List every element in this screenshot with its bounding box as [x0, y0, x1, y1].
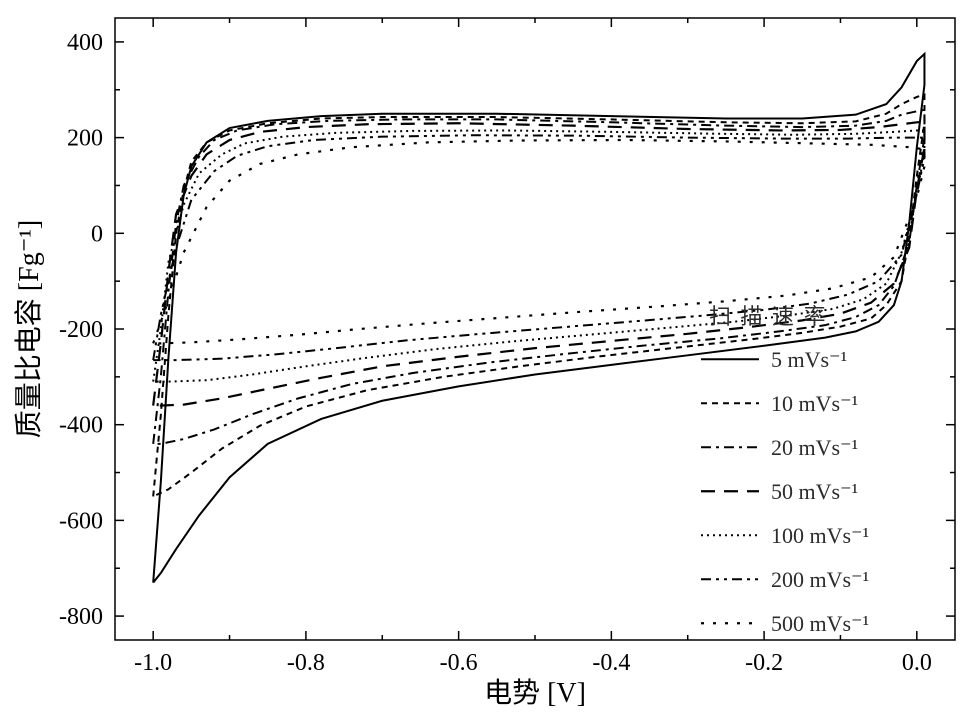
y-tick-label: -200	[59, 317, 103, 343]
legend-item-label: 20 mVs⁻¹	[771, 435, 858, 460]
y-tick-label: 200	[67, 126, 103, 152]
y-tick-label: -600	[59, 508, 103, 534]
legend-item-label: 500 mVs⁻¹	[771, 611, 869, 636]
legend-item-label: 100 mVs⁻¹	[771, 523, 869, 548]
chart-svg: -1.0 -0.8 -0.6 -0.4 -0.2 0.0 -800 -600 -400 -200 0…	[0, 0, 975, 718]
y-tick-label: 400	[67, 30, 103, 56]
y-tick-label: 0	[91, 221, 103, 247]
legend-item-label: 50 mVs⁻¹	[771, 479, 858, 504]
y-tick-label: -800	[59, 604, 103, 630]
cv-chart: -1.0 -0.8 -0.6 -0.4 -0.2 0.0 -800 -600 -400 -200 0…	[0, 0, 975, 718]
y-tick-label: -400	[59, 413, 103, 439]
x-tick-label: -0.8	[287, 650, 325, 676]
y-axis-label: 质量比电容 [Fg⁻¹]	[13, 220, 45, 438]
series-curve	[153, 130, 924, 381]
x-axis-label: 电势 [V]	[484, 677, 586, 709]
legend-item-label: 200 mVs⁻¹	[771, 567, 869, 592]
x-tick-label: 0.0	[902, 650, 932, 676]
legend-title: 扫 描 速 率	[709, 304, 828, 329]
x-tick-label: -0.4	[592, 650, 630, 676]
legend-item-label: 5 mVs⁻¹	[771, 347, 847, 372]
legend-item-label: 10 mVs⁻¹	[771, 391, 858, 416]
x-tick-label: -0.6	[440, 650, 478, 676]
x-tick-label: -0.2	[745, 650, 783, 676]
x-tick-label: -1.0	[134, 650, 172, 676]
